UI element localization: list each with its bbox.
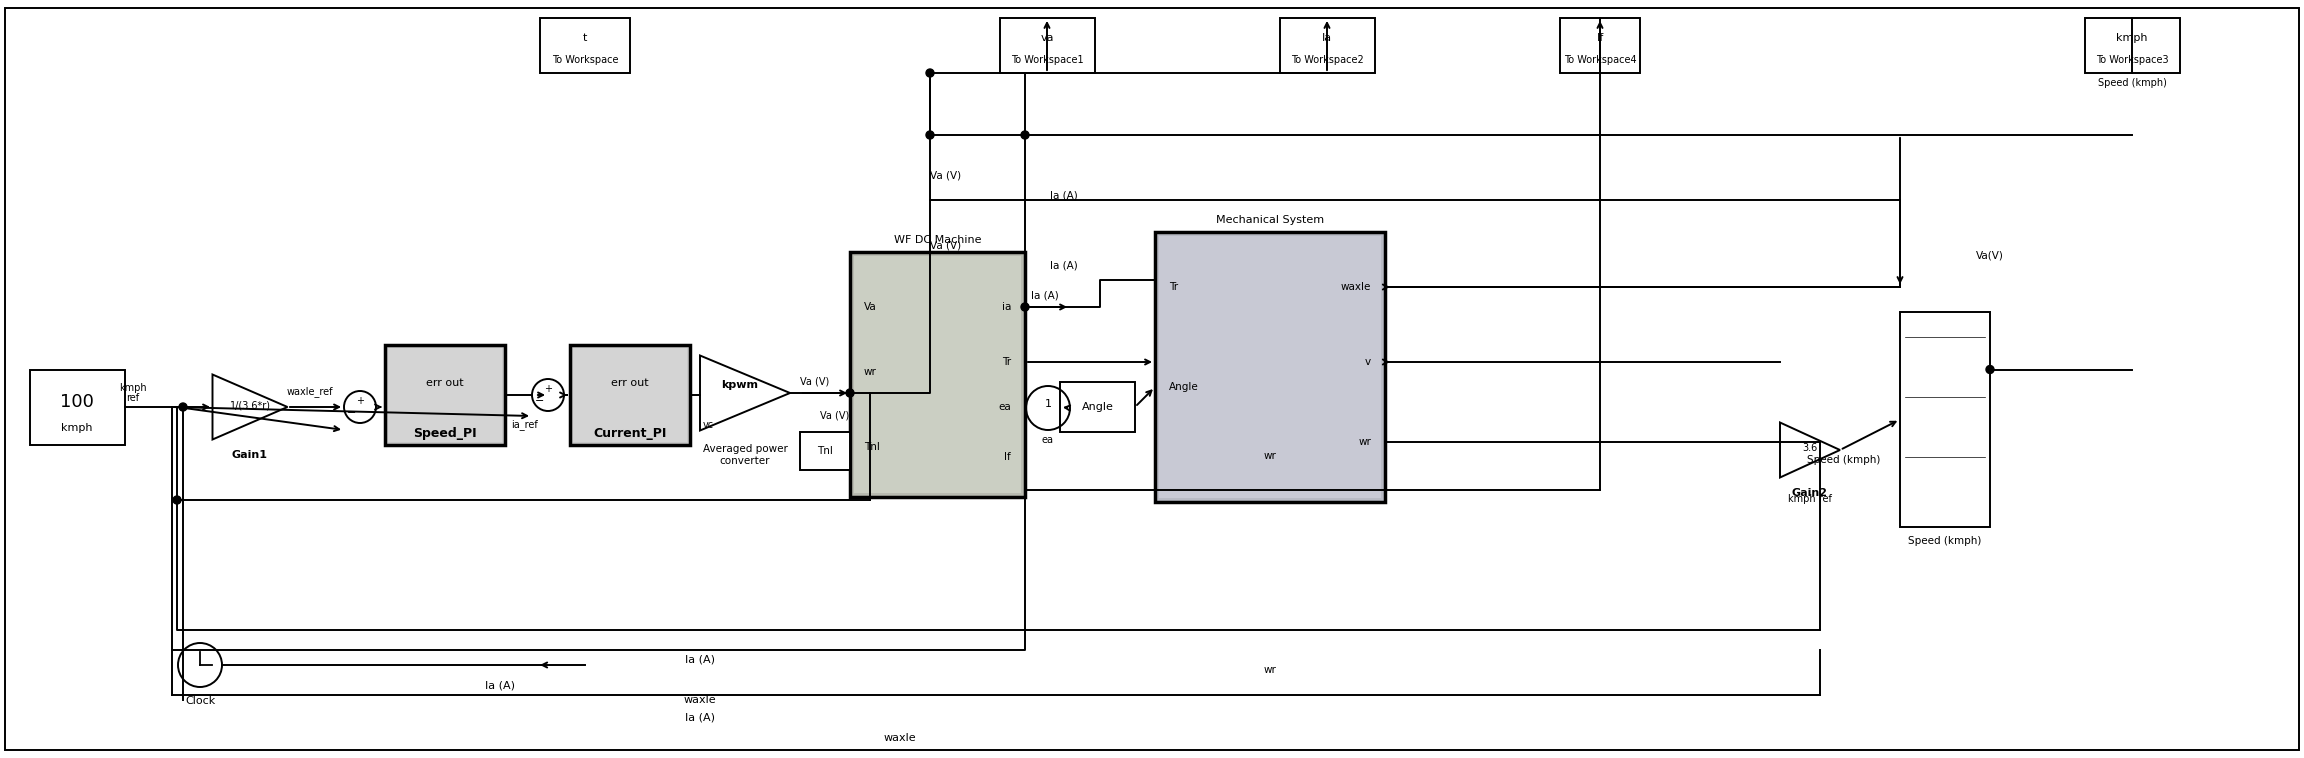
Bar bbox=[1560, 18, 1640, 73]
Text: Gain1: Gain1 bbox=[233, 449, 267, 459]
Text: Va(V): Va(V) bbox=[1977, 250, 2004, 260]
Text: Va (V): Va (V) bbox=[931, 240, 961, 250]
Text: Speed (kmph): Speed (kmph) bbox=[2097, 78, 2166, 88]
Text: Va (V): Va (V) bbox=[799, 377, 829, 387]
Text: Angle: Angle bbox=[1168, 382, 1198, 392]
Text: Current_PI: Current_PI bbox=[594, 427, 666, 440]
Text: ia_ref: ia_ref bbox=[511, 419, 539, 431]
Text: Speed_PI: Speed_PI bbox=[412, 427, 477, 440]
Bar bbox=[850, 252, 1025, 497]
Text: vc: vc bbox=[703, 420, 714, 430]
Bar bbox=[1901, 312, 1991, 527]
Text: Tr: Tr bbox=[1002, 357, 1011, 367]
Text: Tnl: Tnl bbox=[864, 442, 880, 452]
Circle shape bbox=[1986, 365, 1993, 374]
Circle shape bbox=[926, 131, 933, 139]
Bar bbox=[385, 345, 505, 445]
Text: 3.6: 3.6 bbox=[1802, 443, 1818, 453]
Text: 1/(3.6*r): 1/(3.6*r) bbox=[230, 400, 270, 410]
Polygon shape bbox=[1781, 422, 1841, 478]
Text: ia: ia bbox=[1002, 302, 1011, 312]
Text: kpwm: kpwm bbox=[721, 380, 758, 390]
Bar bbox=[30, 370, 124, 445]
Text: To Workspace3: To Workspace3 bbox=[2097, 55, 2168, 65]
Bar bbox=[1000, 18, 1094, 73]
Bar bbox=[1060, 382, 1136, 432]
Text: waxle_ref: waxle_ref bbox=[286, 387, 334, 397]
Text: converter: converter bbox=[719, 456, 770, 466]
Bar bbox=[799, 432, 850, 470]
Text: Mechanical System: Mechanical System bbox=[1217, 215, 1325, 225]
Circle shape bbox=[1021, 303, 1030, 311]
Text: Va: Va bbox=[864, 302, 878, 312]
Text: va: va bbox=[1039, 33, 1053, 43]
Text: waxle: waxle bbox=[684, 695, 717, 705]
Circle shape bbox=[846, 389, 855, 397]
Text: kmph: kmph bbox=[62, 423, 92, 433]
Text: Ia (A): Ia (A) bbox=[684, 713, 714, 723]
Text: Va (V): Va (V) bbox=[820, 410, 850, 420]
Text: −: − bbox=[348, 408, 357, 418]
Text: kmph: kmph bbox=[120, 383, 147, 393]
Text: If: If bbox=[1597, 33, 1604, 43]
Text: +: + bbox=[357, 396, 364, 406]
Text: Ia (A): Ia (A) bbox=[1032, 290, 1060, 300]
Text: err out: err out bbox=[426, 378, 463, 388]
Text: ea: ea bbox=[998, 402, 1011, 412]
Bar bbox=[1154, 232, 1385, 502]
Text: To Workspace2: To Workspace2 bbox=[1290, 55, 1364, 65]
Bar bbox=[1159, 236, 1380, 498]
Text: wr: wr bbox=[1263, 665, 1276, 675]
Polygon shape bbox=[212, 374, 288, 440]
Text: Ia: Ia bbox=[1322, 33, 1332, 43]
Text: 100: 100 bbox=[60, 393, 94, 411]
Circle shape bbox=[926, 69, 933, 77]
Text: kmph ref: kmph ref bbox=[1788, 494, 1832, 505]
Text: Ia (A): Ia (A) bbox=[1051, 190, 1078, 200]
Bar bbox=[855, 256, 1021, 493]
Text: Angle: Angle bbox=[1081, 402, 1113, 412]
Text: Clock: Clock bbox=[184, 696, 214, 706]
Bar bbox=[387, 348, 502, 442]
Text: waxle: waxle bbox=[885, 733, 917, 743]
Bar bbox=[574, 348, 687, 442]
Text: Speed (kmph): Speed (kmph) bbox=[1908, 536, 1981, 546]
Circle shape bbox=[173, 496, 182, 504]
Text: ref: ref bbox=[127, 393, 141, 403]
Text: ea: ea bbox=[1041, 435, 1053, 445]
Bar bbox=[539, 18, 629, 73]
Text: t: t bbox=[583, 33, 588, 43]
Text: +: + bbox=[544, 384, 553, 394]
Bar bbox=[1281, 18, 1375, 73]
Text: To Workspace1: To Workspace1 bbox=[1011, 55, 1083, 65]
Text: To Workspace4: To Workspace4 bbox=[1564, 55, 1636, 65]
Text: To Workspace: To Workspace bbox=[551, 55, 617, 65]
Bar bbox=[569, 345, 689, 445]
Circle shape bbox=[1021, 131, 1030, 139]
Text: waxle: waxle bbox=[1341, 282, 1371, 292]
Text: Ia (A): Ia (A) bbox=[684, 655, 714, 665]
Text: Averaged power: Averaged power bbox=[703, 444, 788, 455]
Text: wr: wr bbox=[1357, 437, 1371, 447]
Text: Speed (kmph): Speed (kmph) bbox=[1806, 455, 1880, 465]
Text: 1: 1 bbox=[1044, 399, 1051, 409]
Bar bbox=[2085, 18, 2180, 73]
Text: Ia (A): Ia (A) bbox=[1051, 260, 1078, 270]
Text: Tr: Tr bbox=[1168, 282, 1177, 292]
Text: −: − bbox=[535, 396, 544, 406]
Polygon shape bbox=[700, 356, 790, 431]
Text: err out: err out bbox=[611, 378, 650, 388]
Text: Ia (A): Ia (A) bbox=[486, 680, 516, 690]
Text: If: If bbox=[1005, 452, 1011, 462]
Text: Tnl: Tnl bbox=[818, 446, 834, 456]
Text: Va (V): Va (V) bbox=[931, 170, 961, 180]
Text: v: v bbox=[1364, 357, 1371, 367]
Text: Gain2: Gain2 bbox=[1793, 487, 1827, 497]
Text: wr: wr bbox=[1263, 451, 1276, 461]
Text: wr: wr bbox=[864, 367, 878, 377]
Circle shape bbox=[180, 403, 187, 411]
Text: WF DC Machine: WF DC Machine bbox=[894, 235, 982, 245]
Text: kmph: kmph bbox=[2117, 33, 2147, 43]
